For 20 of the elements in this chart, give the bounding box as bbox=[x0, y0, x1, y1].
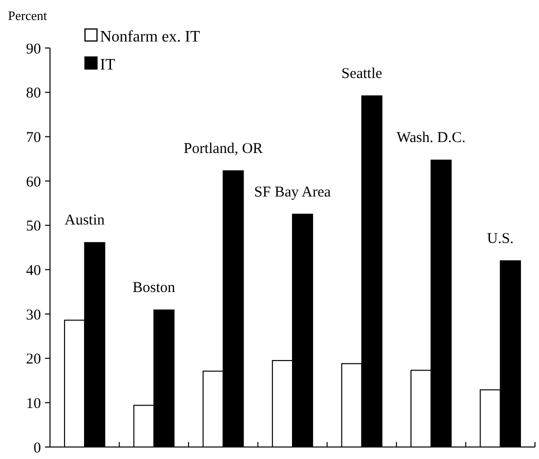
x-tick-label: Seattle bbox=[341, 66, 383, 82]
legend-label: IT bbox=[100, 56, 116, 74]
x-tick-label: U.S. bbox=[487, 230, 514, 247]
y-tick-label: 10 bbox=[26, 396, 41, 412]
y-tick-label: 60 bbox=[26, 174, 41, 190]
y-tick-label: 80 bbox=[26, 86, 41, 102]
x-tick-label: Portland, OR bbox=[184, 140, 263, 157]
legend-label: Nonfarm ex. IT bbox=[100, 28, 200, 46]
y-tick-label: 0 bbox=[34, 440, 41, 456]
y-axis-title: Percent bbox=[8, 8, 48, 23]
y-tick-label: 90 bbox=[26, 41, 41, 58]
x-tick-label: Wash. D.C. bbox=[396, 130, 466, 146]
y-tick-label: 40 bbox=[26, 262, 41, 279]
y-tick-label: 70 bbox=[26, 130, 41, 146]
y-tick-label: 20 bbox=[26, 352, 41, 368]
y-tick-label: 30 bbox=[26, 307, 41, 324]
y-tick-label: 50 bbox=[26, 218, 41, 235]
x-tick-label: SF Bay Area bbox=[254, 184, 332, 200]
x-tick-label: Austin bbox=[64, 212, 106, 229]
x-tick-label: Boston bbox=[132, 280, 176, 296]
